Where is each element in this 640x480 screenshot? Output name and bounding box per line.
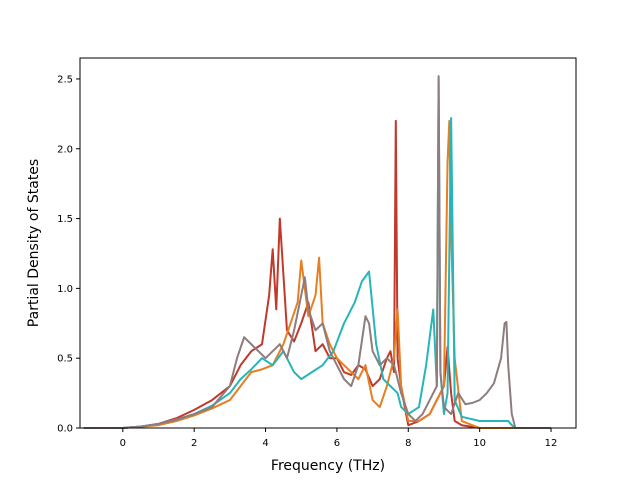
x-tick-label: 0 xyxy=(120,438,126,449)
x-tick-label: 12 xyxy=(545,438,558,449)
series-line-2 xyxy=(83,119,552,429)
series-line-4 xyxy=(83,75,552,429)
x-tick-label: 10 xyxy=(473,438,486,449)
x-axis-ticks: 0 2 4 6 8 10 12 xyxy=(120,428,558,449)
y-axis-label: Partial Density of States xyxy=(26,159,42,327)
x-axis-label: Frequency (THz) xyxy=(271,458,385,474)
y-tick-label: 1.5 xyxy=(57,214,73,225)
y-axis-ticks: 0.0 0.5 1.0 1.5 2.0 2.5 xyxy=(57,74,80,435)
y-tick-label: 0.5 xyxy=(57,354,73,365)
series-layer xyxy=(83,75,552,429)
x-tick-label: 6 xyxy=(334,438,340,449)
plot-frame xyxy=(79,57,577,429)
y-tick-label: 2.0 xyxy=(57,144,73,155)
y-tick-label: 2.5 xyxy=(57,74,73,85)
x-tick-label: 2 xyxy=(191,438,197,449)
x-tick-label: 8 xyxy=(405,438,411,449)
series-line-3 xyxy=(83,77,552,429)
y-tick-label: 1.0 xyxy=(57,284,73,295)
y-tick-label: 0.0 xyxy=(57,424,73,435)
x-tick-label: 4 xyxy=(262,438,268,449)
